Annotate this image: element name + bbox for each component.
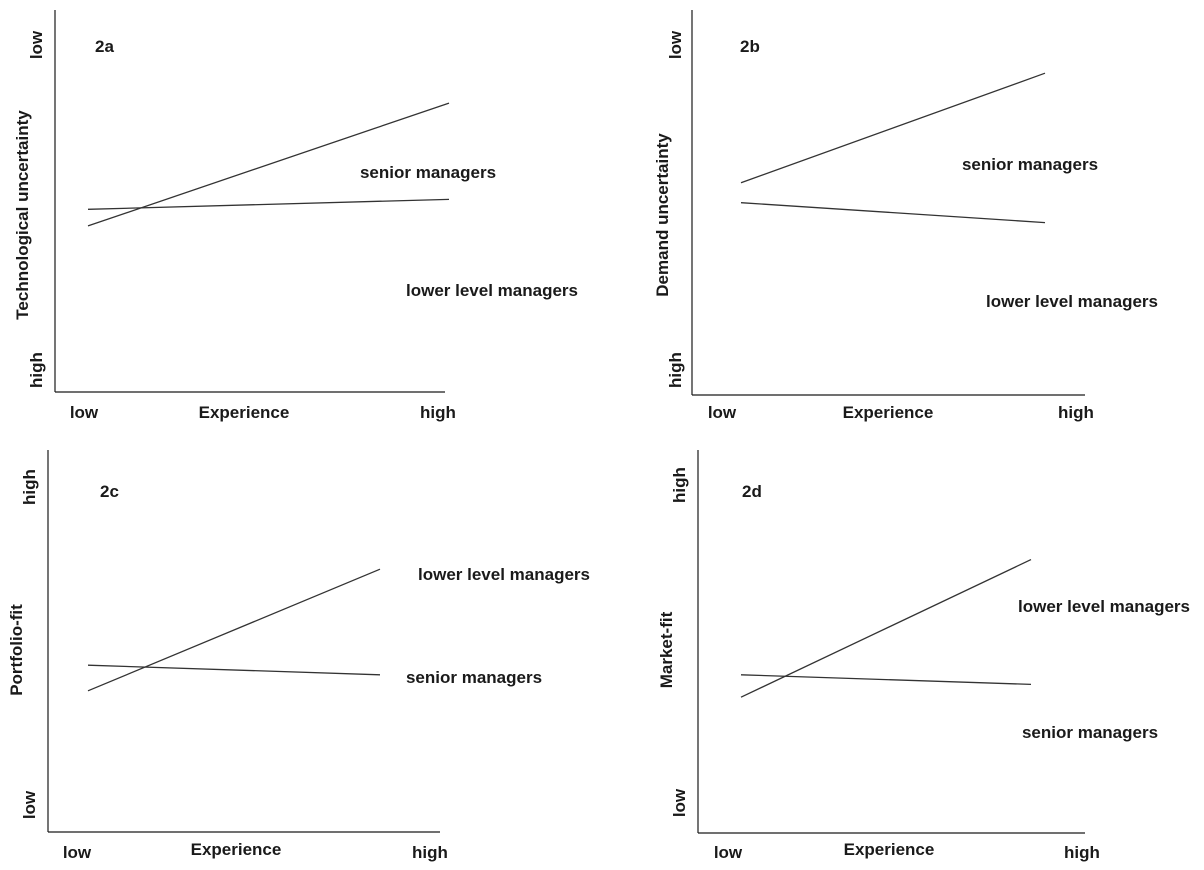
x-tick-label-high: high (1064, 843, 1100, 862)
series-label-lower-level-managers: lower level managers (986, 292, 1158, 311)
series-label-senior-managers: senior managers (406, 668, 542, 687)
y-tick-label-bottom: high (666, 352, 685, 388)
series-line-senior-managers (87, 664, 381, 676)
series-line-lower-level-managers (87, 102, 450, 227)
series-label-senior-managers: senior managers (360, 163, 496, 182)
x-tick-label-high: high (1058, 403, 1094, 422)
series-line-lower-level-managers (740, 559, 1032, 698)
panel-label: 2a (95, 37, 114, 56)
panel-label: 2c (100, 482, 119, 501)
series-line-lower-level-managers (87, 568, 381, 692)
series-line-senior-managers (87, 198, 450, 210)
y-axis-label: Market-fit (657, 611, 676, 688)
series-label-senior-managers: senior managers (1022, 723, 1158, 742)
chart-panel-2a: 2a Technological uncertainty low high low hig… (13, 10, 578, 422)
y-tick-label-bottom: low (20, 790, 39, 819)
series-label-lower-level-managers: lower level managers (1018, 597, 1190, 616)
y-tick-label-top: low (27, 30, 46, 59)
x-tick-label-low: low (63, 843, 92, 862)
x-tick-label-low: low (714, 843, 743, 862)
y-tick-label-top: high (20, 469, 39, 505)
x-tick-label-low: low (70, 403, 99, 422)
x-axis-label: Experience (191, 840, 282, 859)
chart-panel-2c: 2c Portfolio-fit high low low high Experience l… (7, 450, 590, 862)
y-tick-label-top: high (670, 467, 689, 503)
y-tick-label-bottom: high (27, 352, 46, 388)
series-line-senior-managers (740, 202, 1046, 224)
x-axis-label: Experience (844, 840, 935, 859)
y-tick-label-top: low (666, 30, 685, 59)
y-axis-label: Demand uncertainty (653, 133, 672, 297)
series-label-senior-managers: senior managers (962, 155, 1098, 174)
panel-label: 2b (740, 37, 760, 56)
x-axis-label: Experience (843, 403, 934, 422)
series-line-lower-level-managers (740, 72, 1046, 184)
y-axis-label: Technological uncertainty (13, 110, 32, 320)
series-line-senior-managers (740, 674, 1032, 686)
y-axis-label: Portfolio-fit (7, 604, 26, 696)
series-label-lower-level-managers: lower level managers (406, 281, 578, 300)
chart-panel-2d: 2d Market-fit high low low high Experience lowe… (657, 450, 1190, 862)
x-tick-label-high: high (412, 843, 448, 862)
panel-label: 2d (742, 482, 762, 501)
x-tick-label-low: low (708, 403, 737, 422)
series-label-lower-level-managers: lower level managers (418, 565, 590, 584)
y-tick-label-bottom: low (670, 788, 689, 817)
x-tick-label-high: high (420, 403, 456, 422)
x-axis-label: Experience (199, 403, 290, 422)
chart-panel-2b: 2b Demand uncertainty low high low high Experi… (653, 10, 1158, 422)
